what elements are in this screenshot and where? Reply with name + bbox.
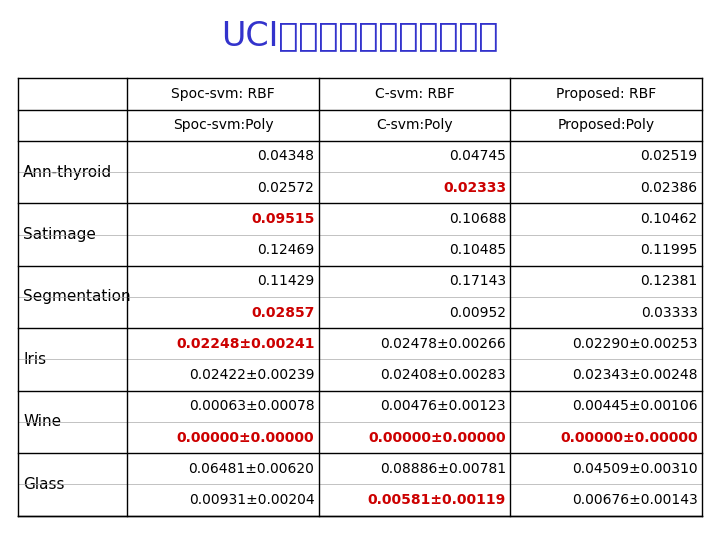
Text: C-svm:Poly: C-svm:Poly [377, 118, 453, 132]
Text: Ann-thyroid: Ann-thyroid [23, 165, 112, 179]
Text: 0.00063±0.00078: 0.00063±0.00078 [189, 400, 315, 413]
Text: 0.02572: 0.02572 [258, 181, 315, 194]
Text: 0.02478±0.00266: 0.02478±0.00266 [380, 337, 506, 351]
Text: 0.00476±0.00123: 0.00476±0.00123 [380, 400, 506, 413]
Text: C-svm: RBF: C-svm: RBF [374, 87, 454, 101]
Text: 0.09515: 0.09515 [251, 212, 315, 226]
Text: Wine: Wine [23, 415, 61, 429]
Text: 0.04509±0.00310: 0.04509±0.00310 [572, 462, 698, 476]
Text: 0.06481±0.00620: 0.06481±0.00620 [189, 462, 315, 476]
Text: Iris: Iris [23, 352, 46, 367]
Text: 0.00000±0.00000: 0.00000±0.00000 [369, 430, 506, 444]
Text: 0.12381: 0.12381 [640, 274, 698, 288]
Text: 0.00952: 0.00952 [449, 306, 506, 320]
Text: 0.02386: 0.02386 [641, 181, 698, 194]
Text: 0.00000±0.00000: 0.00000±0.00000 [177, 430, 315, 444]
Text: 0.00445±0.00106: 0.00445±0.00106 [572, 400, 698, 413]
Text: UCIデータセット：訓練誤差: UCIデータセット：訓練誤差 [221, 19, 499, 52]
Text: 0.02422±0.00239: 0.02422±0.00239 [189, 368, 315, 382]
Text: 0.02343±0.00248: 0.02343±0.00248 [572, 368, 698, 382]
Text: 0.11429: 0.11429 [257, 274, 315, 288]
Text: 0.02519: 0.02519 [641, 150, 698, 164]
Text: 0.00676±0.00143: 0.00676±0.00143 [572, 493, 698, 507]
Text: 0.17143: 0.17143 [449, 274, 506, 288]
Text: 0.02857: 0.02857 [251, 306, 315, 320]
Text: 0.11995: 0.11995 [640, 243, 698, 257]
Text: Segmentation: Segmentation [23, 289, 130, 305]
Text: Glass: Glass [23, 477, 65, 492]
Text: 0.00931±0.00204: 0.00931±0.00204 [189, 493, 315, 507]
Text: Spoc-svm:Poly: Spoc-svm:Poly [173, 118, 274, 132]
Text: 0.12469: 0.12469 [257, 243, 315, 257]
Text: 0.02290±0.00253: 0.02290±0.00253 [572, 337, 698, 351]
Text: Spoc-svm: RBF: Spoc-svm: RBF [171, 87, 275, 101]
Text: 0.02248±0.00241: 0.02248±0.00241 [176, 337, 315, 351]
Text: 0.04745: 0.04745 [449, 150, 506, 164]
Text: 0.08886±0.00781: 0.08886±0.00781 [380, 462, 506, 476]
Text: 0.03333: 0.03333 [641, 306, 698, 320]
Text: 0.00581±0.00119: 0.00581±0.00119 [368, 493, 506, 507]
Text: 0.04348: 0.04348 [258, 150, 315, 164]
Text: Proposed:Poly: Proposed:Poly [557, 118, 654, 132]
Text: 0.00000±0.00000: 0.00000±0.00000 [560, 430, 698, 444]
Text: Proposed: RBF: Proposed: RBF [556, 87, 657, 101]
Text: Satimage: Satimage [23, 227, 96, 242]
Text: 0.10688: 0.10688 [449, 212, 506, 226]
Text: 0.10485: 0.10485 [449, 243, 506, 257]
Text: 0.02333: 0.02333 [443, 181, 506, 194]
Text: 0.02408±0.00283: 0.02408±0.00283 [380, 368, 506, 382]
Text: 0.10462: 0.10462 [641, 212, 698, 226]
